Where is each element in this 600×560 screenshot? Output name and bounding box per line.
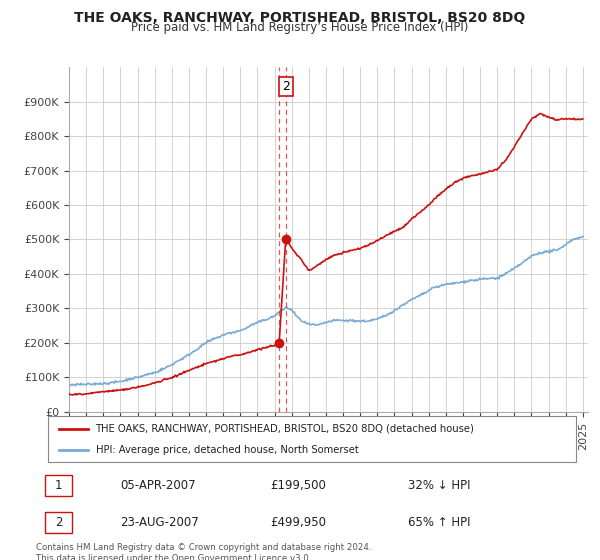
Text: HPI: Average price, detached house, North Somerset: HPI: Average price, detached house, Nort…: [95, 445, 358, 455]
Text: 65% ↑ HPI: 65% ↑ HPI: [408, 516, 470, 529]
Text: 1: 1: [55, 479, 62, 492]
Text: Price paid vs. HM Land Registry’s House Price Index (HPI): Price paid vs. HM Land Registry’s House …: [131, 21, 469, 34]
Text: 23-AUG-2007: 23-AUG-2007: [120, 516, 199, 529]
Text: 32% ↓ HPI: 32% ↓ HPI: [408, 479, 470, 492]
Text: £499,950: £499,950: [270, 516, 326, 529]
Text: THE OAKS, RANCHWAY, PORTISHEAD, BRISTOL, BS20 8DQ (detached house): THE OAKS, RANCHWAY, PORTISHEAD, BRISTOL,…: [95, 423, 475, 433]
FancyBboxPatch shape: [48, 416, 576, 462]
Text: 05-APR-2007: 05-APR-2007: [120, 479, 196, 492]
Text: Contains HM Land Registry data © Crown copyright and database right 2024.
This d: Contains HM Land Registry data © Crown c…: [36, 543, 371, 560]
Text: 2: 2: [55, 516, 62, 529]
Text: 2: 2: [282, 80, 290, 92]
Text: THE OAKS, RANCHWAY, PORTISHEAD, BRISTOL, BS20 8DQ: THE OAKS, RANCHWAY, PORTISHEAD, BRISTOL,…: [74, 11, 526, 25]
Text: £199,500: £199,500: [270, 479, 326, 492]
